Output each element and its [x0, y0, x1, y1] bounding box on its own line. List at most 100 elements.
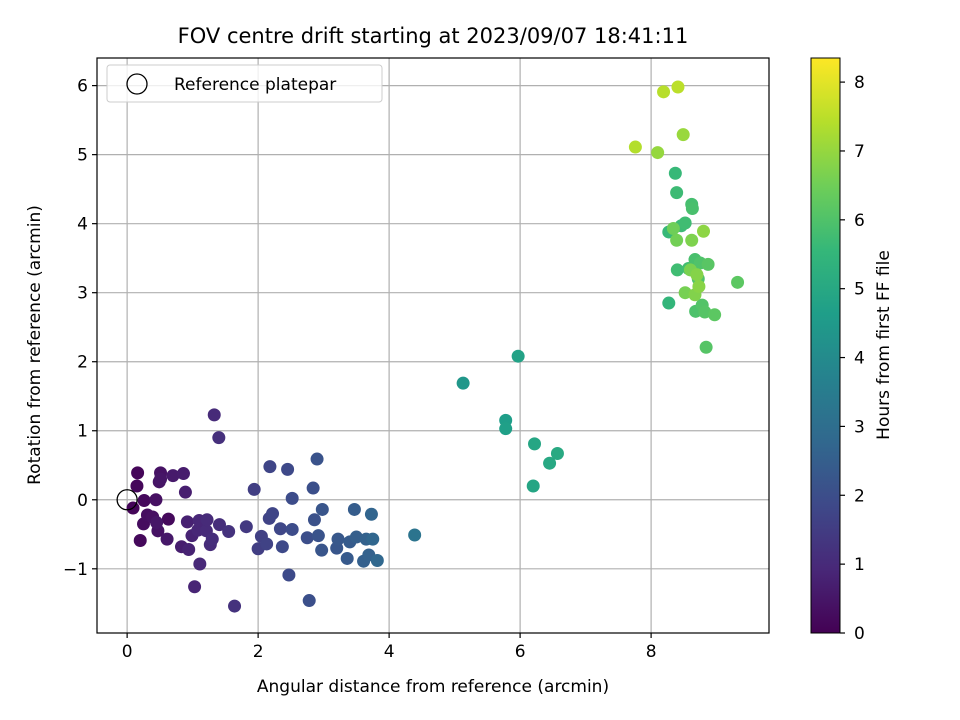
data-point: [315, 502, 329, 516]
data-point: [188, 580, 202, 594]
data-point: [499, 422, 513, 436]
data-point: [137, 493, 151, 507]
y-tick-label: 0: [77, 491, 88, 511]
colorbar-tick-label: 7: [854, 142, 865, 162]
legend-label-reference: Reference platepar: [174, 75, 336, 95]
data-point: [205, 532, 219, 546]
data-point: [160, 532, 174, 546]
data-point: [628, 140, 642, 154]
colorbar-ticks: 0 1 2 3 4 5 6 7 8: [840, 73, 865, 644]
data-point: [370, 554, 384, 568]
legend: Reference platepar: [106, 64, 383, 103]
colorbar-tick-label: 8: [854, 73, 865, 93]
x-tick-label: 4: [384, 642, 395, 662]
legend-marker-reference: [126, 73, 148, 95]
data-point: [247, 482, 261, 496]
data-point: [685, 201, 699, 215]
data-point: [697, 224, 711, 238]
colorbar-tick-label: 3: [854, 417, 865, 437]
data-point: [408, 528, 422, 542]
y-tick-label: −1: [63, 560, 88, 580]
data-point: [349, 530, 363, 544]
data-point: [275, 540, 289, 554]
y-axis-ticks: −1 0 1 2 3 4 5 6: [63, 77, 97, 580]
data-point: [731, 275, 745, 289]
data-point: [364, 507, 378, 521]
data-point: [670, 263, 684, 277]
y-tick-label: 3: [77, 284, 88, 304]
reference-platepar-marker: [116, 489, 138, 511]
data-point: [212, 518, 226, 532]
y-tick-label: 6: [77, 77, 88, 97]
data-point: [273, 522, 287, 536]
colorbar-tick-label: 6: [854, 211, 865, 231]
data-point: [306, 481, 320, 495]
y-tick-label: 4: [77, 215, 88, 235]
data-point: [285, 522, 299, 536]
data-point: [550, 447, 564, 461]
data-point: [315, 543, 329, 557]
data-point: [347, 502, 361, 516]
data-point: [310, 452, 324, 466]
data-point: [692, 279, 706, 293]
data-point: [282, 568, 296, 582]
data-point: [511, 349, 525, 363]
data-point: [222, 525, 236, 539]
data-point: [456, 376, 470, 390]
data-point: [690, 268, 704, 282]
data-point: [182, 542, 196, 556]
data-point: [340, 551, 354, 565]
data-point: [200, 513, 214, 527]
data-point: [708, 308, 722, 322]
x-tick-label: 2: [253, 642, 264, 662]
data-point: [676, 128, 690, 142]
data-point: [331, 532, 345, 546]
data-point: [678, 216, 692, 230]
data-point: [366, 532, 380, 546]
data-point: [176, 467, 190, 481]
data-point: [685, 233, 699, 247]
y-tick-label: 1: [77, 422, 88, 442]
legend-box: [106, 64, 383, 103]
data-point: [662, 296, 676, 310]
data-point: [657, 85, 671, 99]
data-point: [166, 469, 180, 483]
colorbar-tick-label: 0: [854, 624, 865, 644]
data-point: [131, 466, 145, 480]
data-point: [668, 166, 682, 180]
data-point: [699, 340, 713, 354]
data-point: [302, 594, 316, 608]
x-tick-label: 8: [646, 642, 657, 662]
data-point: [671, 80, 685, 94]
data-point: [154, 472, 168, 486]
data-point: [149, 493, 163, 507]
data-point: [307, 513, 321, 527]
data-point: [678, 286, 692, 300]
data-point: [161, 512, 175, 526]
data-point: [207, 408, 221, 422]
x-axis-ticks: 0 2 4 6 8: [122, 633, 657, 662]
data-point: [266, 507, 280, 521]
data-point: [260, 537, 274, 551]
data-point: [212, 431, 226, 445]
x-tick-label: 6: [515, 642, 526, 662]
colorbar-tick-label: 5: [854, 280, 865, 300]
data-point: [698, 305, 712, 319]
data-point: [180, 515, 194, 529]
data-point: [651, 146, 665, 160]
data-point: [311, 529, 325, 543]
x-tick-label: 0: [122, 642, 133, 662]
data-point: [133, 534, 147, 548]
chart-title: FOV centre drift starting at 2023/09/07 …: [178, 24, 689, 48]
data-point: [528, 437, 542, 451]
data-point: [263, 460, 277, 474]
colorbar-label: Hours from first FF file: [874, 250, 894, 440]
data-points: [116, 80, 745, 613]
y-tick-label: 5: [77, 146, 88, 166]
y-axis-label: Rotation from reference (arcmin): [25, 205, 45, 485]
colorbar-tick-label: 2: [854, 486, 865, 506]
grid-lines: [97, 58, 769, 633]
colorbar-gradient: [810, 57, 841, 634]
data-point: [670, 186, 684, 200]
